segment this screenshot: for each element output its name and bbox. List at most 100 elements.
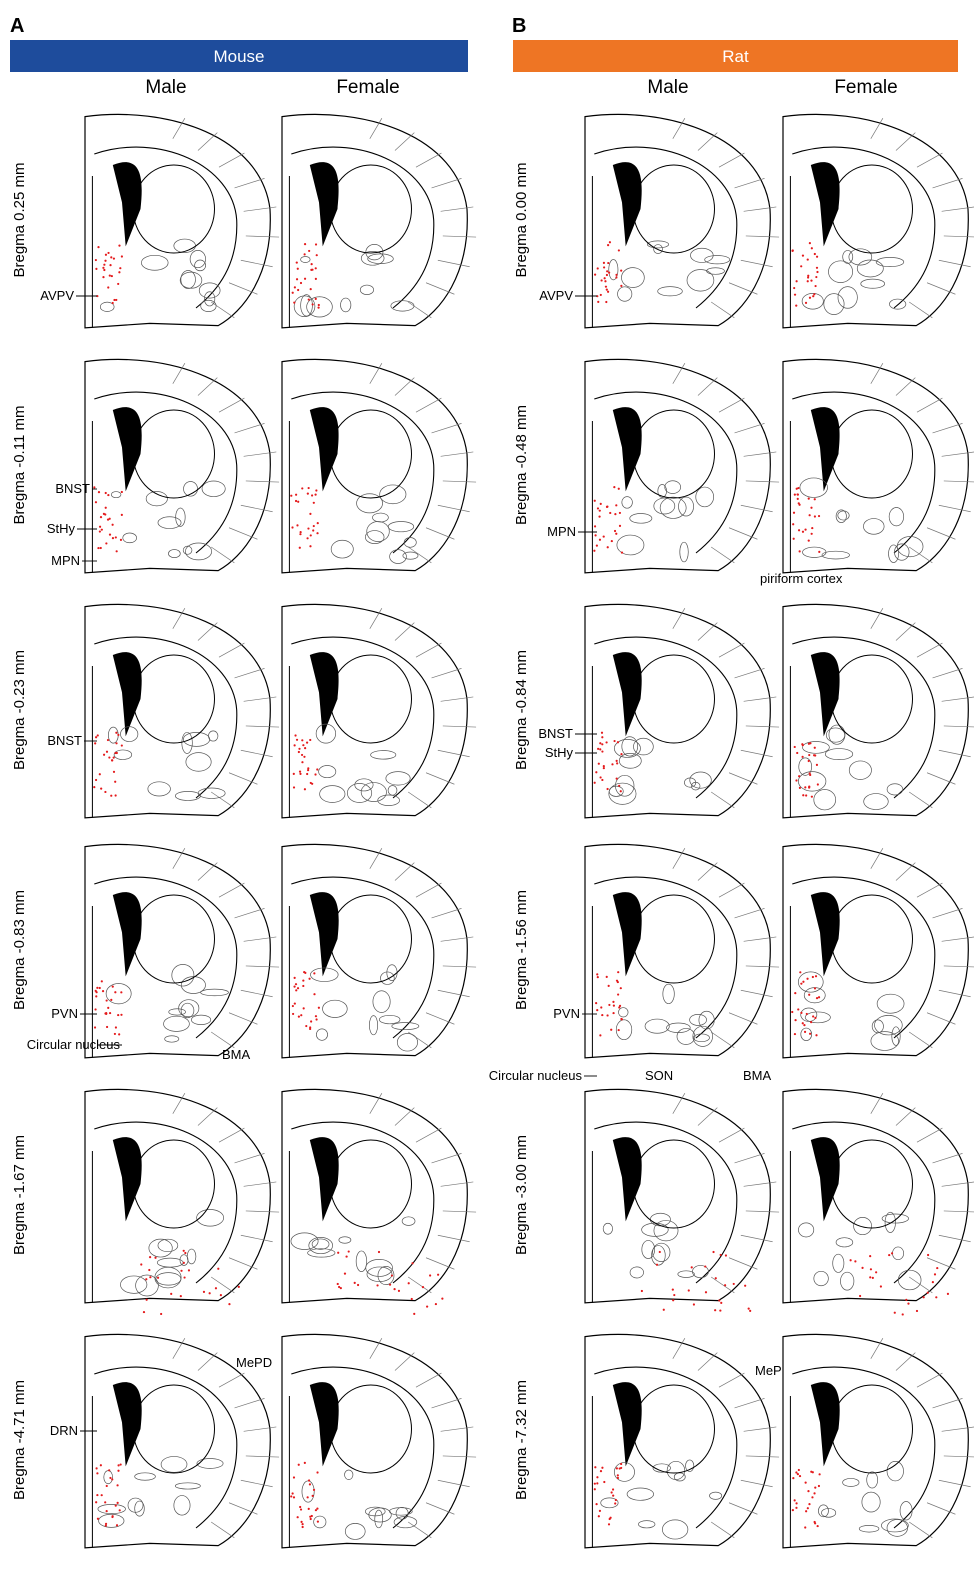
nucleus-outline <box>355 1250 368 1272</box>
cortex-inner <box>792 146 936 309</box>
labelled-cell <box>793 745 796 749</box>
cortex-line <box>243 696 277 702</box>
labelled-cell <box>316 1507 319 1510</box>
nucleus-outline <box>618 753 642 769</box>
labelled-cell <box>618 784 621 787</box>
labelled-cell <box>796 1473 799 1476</box>
cortex-line <box>172 608 186 629</box>
labelled-cell <box>118 271 121 274</box>
labelled-cell <box>97 491 101 494</box>
labelled-cell <box>108 274 111 277</box>
nucleus-outline <box>813 1270 829 1287</box>
labelled-cell <box>104 259 107 262</box>
brain-outline <box>584 113 771 329</box>
nucleus-outline <box>173 1495 191 1516</box>
nucleus-outline <box>157 1238 179 1253</box>
labelled-cell <box>796 751 799 755</box>
nucleus-outline <box>866 1471 879 1489</box>
labelled-cell <box>603 1480 606 1484</box>
labelled-cell <box>95 995 98 998</box>
labelled-cell <box>901 1313 904 1316</box>
nucleus-outline <box>389 1507 413 1516</box>
labelled-cell <box>295 493 298 496</box>
labelled-cell <box>818 1473 821 1476</box>
nucleus-outline <box>344 1469 354 1480</box>
nucleus-outline <box>364 530 385 544</box>
nucleus-outline <box>821 550 850 560</box>
cortex-inner <box>94 636 238 799</box>
labelled-cell <box>692 1303 696 1306</box>
labelled-cell <box>749 1309 752 1312</box>
cortex-line <box>431 668 462 679</box>
cortex-line <box>415 397 442 413</box>
brain-outline <box>584 843 771 1059</box>
nucleus-outline <box>813 789 837 811</box>
brain-outline <box>281 1088 468 1304</box>
labelled-cell <box>107 1006 110 1009</box>
striatum <box>132 654 216 744</box>
labelled-cell <box>606 787 609 791</box>
labelled-cell <box>309 545 312 548</box>
labelled-cell <box>869 1255 872 1258</box>
nucleus-outline <box>316 1028 328 1041</box>
cortex-line <box>895 132 916 151</box>
cortex-line <box>440 936 474 942</box>
labelled-cell <box>109 1476 112 1480</box>
labelled-cell <box>291 1492 294 1495</box>
labelled-cell <box>295 989 298 992</box>
labelled-cell <box>114 536 117 539</box>
labelled-cell <box>598 509 601 512</box>
labelled-cell <box>915 1309 919 1313</box>
labelled-cell <box>293 976 296 979</box>
labelled-cell <box>187 1269 191 1272</box>
labelled-cell <box>309 1517 312 1521</box>
nucleus-outline <box>290 1232 319 1250</box>
labelled-cell <box>106 518 110 521</box>
labelled-cell <box>598 1509 602 1512</box>
labelled-cell <box>306 492 309 495</box>
labelled-cell <box>806 258 809 261</box>
cortex-line <box>718 642 745 658</box>
striatum <box>830 894 913 984</box>
labelled-cell <box>611 763 614 766</box>
labelled-cell <box>807 274 810 277</box>
region-label: AVPV <box>539 288 573 303</box>
cortex-line <box>728 1012 758 1025</box>
labelled-cell <box>115 298 118 302</box>
cortex-line <box>228 1012 258 1025</box>
cortex-line <box>415 1127 442 1143</box>
cortex-line <box>240 1234 273 1243</box>
nucleus-outline <box>870 1031 899 1051</box>
labelled-cell <box>98 525 102 528</box>
cortex-line <box>415 642 442 658</box>
labelled-cell <box>791 249 794 252</box>
nucleus-outline <box>402 551 419 560</box>
labelled-cell <box>616 741 620 744</box>
cortex-line <box>197 1107 218 1126</box>
labelled-cell <box>291 291 294 294</box>
labelled-cell <box>599 742 602 745</box>
labelled-cell <box>202 1290 206 1293</box>
cortex-line <box>916 882 943 898</box>
cortex-line <box>245 1210 280 1213</box>
region-label: MPN <box>51 553 80 568</box>
nucleus-outline <box>886 783 904 796</box>
cortex-line <box>407 301 432 319</box>
ventricle <box>612 652 642 737</box>
labelled-cell <box>182 1249 185 1252</box>
cortex-line <box>172 1338 186 1359</box>
nucleus-outline <box>861 1491 881 1513</box>
cortex-line <box>218 882 245 898</box>
cortex-line <box>941 206 974 212</box>
brain-outline <box>782 1088 969 1304</box>
nucleus-outline <box>330 539 354 559</box>
labelled-cell <box>111 1478 114 1481</box>
cortex-line <box>710 791 735 809</box>
labelled-cell <box>933 1273 937 1276</box>
cortex-line <box>407 1276 432 1294</box>
cortex-line <box>218 642 245 658</box>
cortex-line <box>697 862 718 881</box>
labelled-cell <box>605 741 608 744</box>
nucleus-outline <box>113 749 133 760</box>
nucleus-outline <box>293 295 316 318</box>
